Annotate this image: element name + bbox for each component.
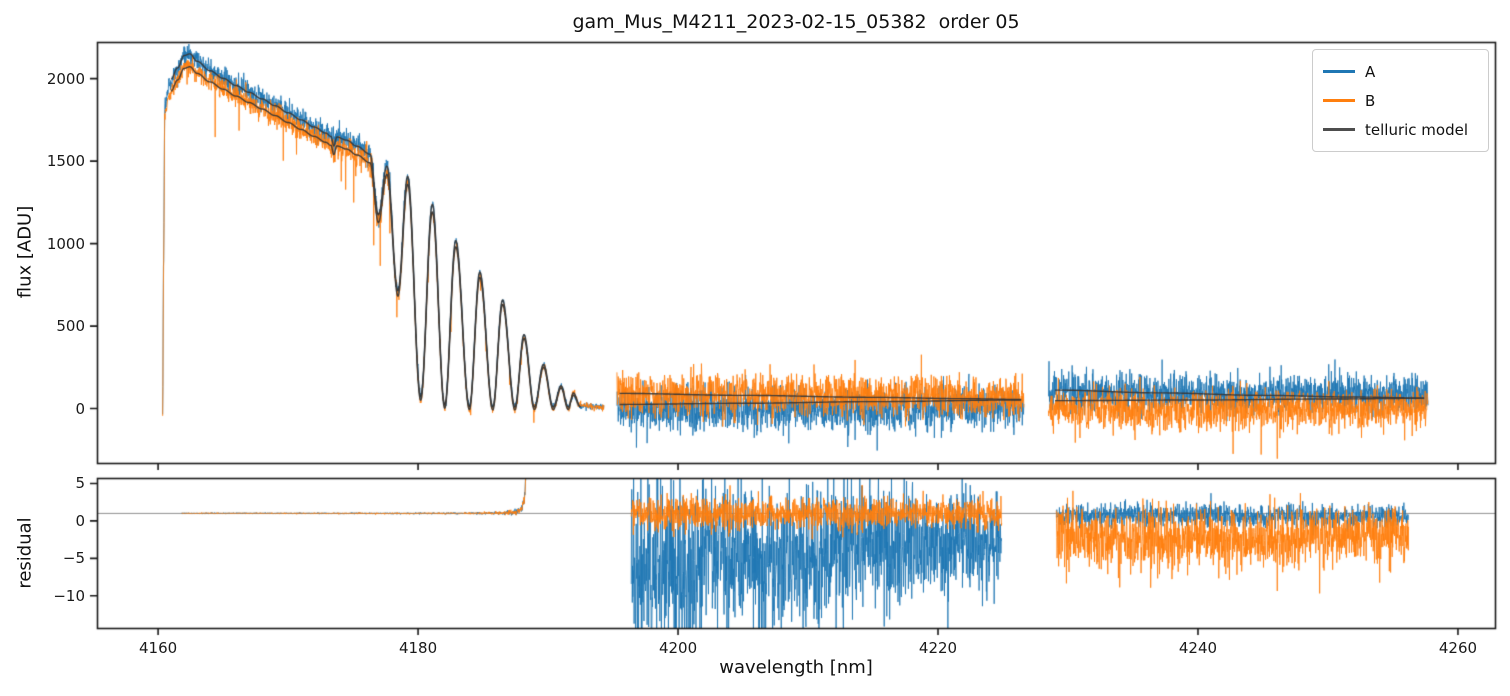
y-tick-label: 5 [75, 474, 85, 493]
x-tick-label: 4200 [658, 639, 698, 657]
y-tick-label: 2000 [46, 69, 85, 88]
wavelength-axis-label: wavelength [nm] [719, 657, 873, 678]
x-tick-label: 4240 [1178, 639, 1218, 657]
x-tick-label: 4160 [138, 639, 178, 657]
legend-item-telluric-model: telluric model [1323, 115, 1478, 144]
legend-label-b: B [1365, 91, 1376, 110]
y-tick-label: 0 [75, 399, 85, 418]
y-tick-label: −5 [62, 549, 85, 568]
legend-item-b: B [1323, 86, 1478, 115]
legend-line-telluric-model [1323, 128, 1355, 131]
y-tick-label: −10 [53, 586, 85, 605]
flux-axis-label: flux [ADU] [14, 205, 36, 299]
legend: A B telluric model [1312, 49, 1489, 152]
legend-line-b [1323, 99, 1355, 102]
residual-axis-label: residual [14, 517, 36, 589]
legend-label-a: A [1365, 62, 1376, 81]
y-tick-label: 0 [75, 511, 85, 530]
y-tick-label: 1500 [46, 152, 85, 171]
x-tick-label: 4260 [1438, 639, 1478, 657]
x-tick-label: 4180 [398, 639, 438, 657]
legend-item-a: A [1323, 57, 1478, 86]
y-tick-label: 1000 [46, 234, 85, 253]
x-tick-label: 4220 [918, 639, 958, 657]
plot-title: gam_Mus_M4211_2023-02-15_05382 order 05 [572, 11, 1020, 33]
legend-label-telluric-model: telluric model [1365, 120, 1469, 139]
y-tick-label: 500 [56, 317, 85, 336]
legend-line-a [1323, 70, 1355, 73]
